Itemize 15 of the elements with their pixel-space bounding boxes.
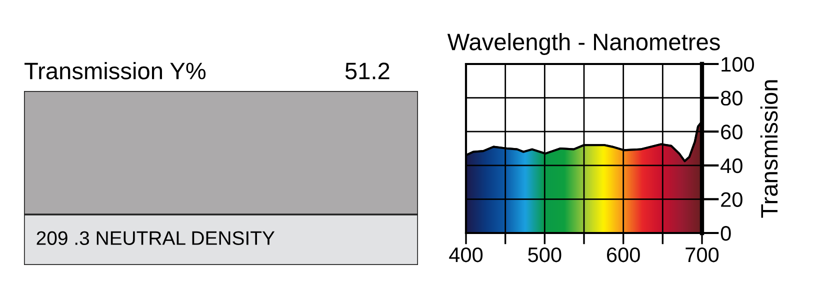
text: Transmission Y% (24, 62, 206, 80)
y-tick-label: 60 (721, 124, 742, 140)
y-tick-label: 20 (721, 192, 742, 207)
y-tick-label: 100 (722, 57, 754, 72)
y-tick-label: 40 (720, 158, 742, 174)
chart-title: Wavelength - Nanometres (447, 33, 720, 56)
x-tick-label: 700 (686, 247, 719, 262)
text: 51.2 (345, 62, 390, 80)
text: 209 .3 NEUTRAL DENSITY (36, 231, 275, 245)
x-tick-label: 600 (607, 247, 640, 262)
y-axis-title: Transmission (760, 80, 778, 218)
x-tick-label: 400 (449, 247, 483, 262)
x-tick-label: 500 (528, 247, 562, 262)
y-tick-label: 0 (720, 226, 731, 241)
y-tick-label: 80 (720, 90, 742, 106)
